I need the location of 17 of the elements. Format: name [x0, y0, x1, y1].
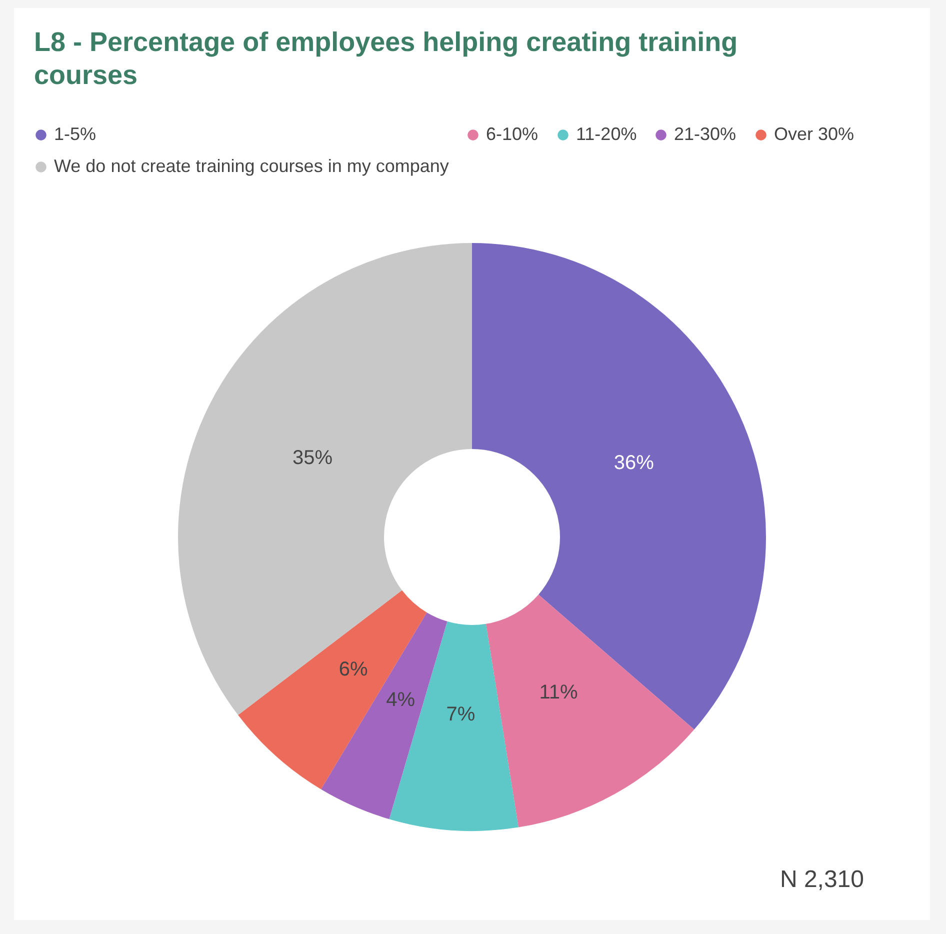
legend-label: 1-5%	[54, 124, 96, 144]
chart-title: L8 - Percentage of employees helping creating training courses	[34, 26, 739, 92]
data-label: 36%	[614, 452, 654, 474]
legend-label: We do not create training courses in my company	[54, 156, 449, 176]
data-label: 6%	[338, 658, 368, 681]
donut-slice	[320, 612, 448, 820]
donut-slice	[238, 590, 427, 790]
text: N 2,310	[780, 866, 864, 894]
data-label: 7%	[446, 704, 476, 726]
legend-label: Over 30%	[774, 124, 854, 144]
data-label: 11%	[539, 682, 578, 704]
data-label: 4%	[386, 689, 416, 712]
data-label: 35%	[292, 446, 333, 469]
legend-label: 11-20%	[576, 124, 637, 144]
legend-label: 6-10%	[486, 124, 538, 144]
donut-slice	[486, 594, 694, 828]
legend-label: 21-30%	[674, 124, 736, 144]
